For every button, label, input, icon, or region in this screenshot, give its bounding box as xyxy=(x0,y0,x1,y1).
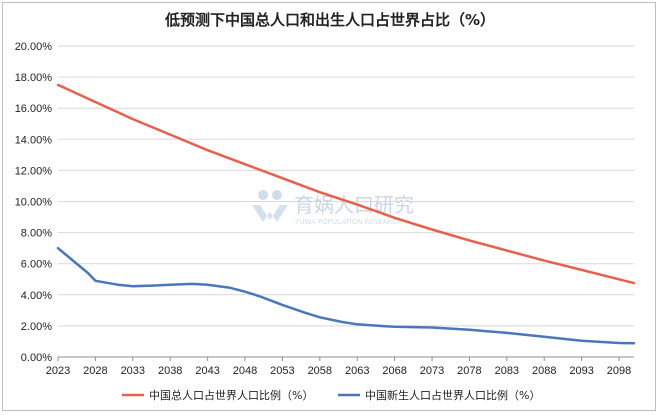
x-tick-label: 2038 xyxy=(158,365,182,377)
x-tick-label: 2033 xyxy=(121,365,145,377)
y-tick-label: 16.00% xyxy=(15,103,53,115)
x-tick-label: 2093 xyxy=(569,365,593,377)
x-tick-label: 2043 xyxy=(195,365,219,377)
chart-title: 低预测下中国总人口和出生人口占世界占比（%） xyxy=(164,11,496,29)
x-tick-label: 2063 xyxy=(345,365,369,377)
x-tick-label: 2053 xyxy=(270,365,294,377)
yuwa-logo-icon xyxy=(252,190,288,222)
y-tick-label: 8.00% xyxy=(21,228,52,240)
legend-label-1: 中国总人口占世界人口比例（%） xyxy=(149,388,313,402)
y-tick-label: 0.00% xyxy=(21,352,52,364)
x-axis: 2023 2028 2033 2038 2043 2048 2053 2058 2063 2068… xyxy=(46,356,634,377)
y-axis: 0.00% 2.00% 4.00% 6.00% 8.00% 10.00% 12.00% 14.… xyxy=(15,41,53,364)
y-tick-label: 12.00% xyxy=(15,165,53,177)
y-tick-label: 2.00% xyxy=(21,321,52,333)
watermark-subtext: YUWA POPULATION RESEARCH xyxy=(294,218,402,226)
series-lines xyxy=(56,83,636,345)
x-tick-label: 2098 xyxy=(607,365,631,377)
legend: 中国总人口占世界人口比例（%） 中国新生人口占世界人口比例（%） xyxy=(122,388,540,402)
x-tick-label: 2083 xyxy=(495,365,519,377)
watermark: 育娲人口研究 YUWA POPULATION RESEARCH xyxy=(252,190,414,226)
series-line-1 xyxy=(56,83,636,285)
watermark-text: 育娲人口研究 xyxy=(294,193,414,217)
x-tick-label: 2023 xyxy=(46,365,70,377)
x-tick-label: 2073 xyxy=(420,365,444,377)
chart-frame xyxy=(2,2,656,411)
gridlines xyxy=(58,45,634,327)
legend-label-2: 中国新生人口占世界人口比例（%） xyxy=(365,388,540,402)
x-tick-label: 2028 xyxy=(83,365,107,377)
x-tick-label: 2058 xyxy=(308,365,332,377)
x-tick-label: 2048 xyxy=(233,365,257,377)
y-tick-label: 18.00% xyxy=(15,72,53,84)
y-tick-label: 6.00% xyxy=(21,259,52,271)
x-tick-label: 2068 xyxy=(382,365,406,377)
x-tick-label: 2078 xyxy=(457,365,481,377)
y-tick-label: 20.00% xyxy=(15,41,53,53)
x-tick-label: 2088 xyxy=(532,365,556,377)
y-tick-label: 10.00% xyxy=(15,197,53,209)
y-tick-label: 14.00% xyxy=(15,134,53,146)
y-tick-label: 4.00% xyxy=(21,290,52,302)
series-line-2 xyxy=(56,246,636,345)
